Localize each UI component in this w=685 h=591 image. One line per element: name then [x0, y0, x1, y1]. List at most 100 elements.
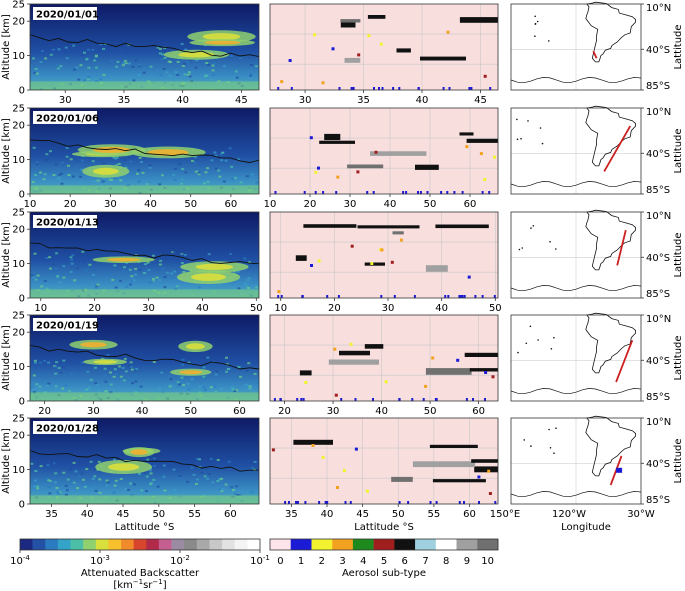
cloud-core	[130, 449, 148, 455]
aerosol-surface-mark	[392, 87, 395, 90]
altitude-tick-label: 20	[12, 328, 25, 339]
map-latitude-axis-label: Lattitude	[673, 128, 684, 173]
backscatter-speckle	[132, 279, 136, 282]
backscatter-speckle	[57, 48, 61, 51]
aerosol-panel: 10 20 30 40 50	[269, 211, 502, 314]
backscatter-speckle	[152, 254, 155, 257]
altitude-tick-label: 25	[12, 208, 25, 219]
island	[520, 137, 522, 140]
backscatter-speckle	[80, 54, 84, 57]
south-america-coastline	[585, 209, 636, 271]
backscatter-speckle	[67, 390, 71, 393]
backscatter-speckle	[198, 385, 202, 388]
antarctica-coastline	[510, 491, 642, 498]
backscatter-speckle	[178, 383, 181, 386]
backscatter-speckle	[149, 472, 153, 475]
latitude-tick-label: 60	[463, 509, 476, 520]
aerosol-surface-mark	[458, 295, 461, 298]
backscatter-speckle	[160, 58, 164, 61]
track-map-panel: 10°N 40°S 85°S Lattitude	[510, 312, 684, 403]
backscatter-speckle	[89, 354, 92, 357]
backscatter-speckle	[80, 361, 84, 364]
map-frame	[510, 417, 642, 505]
backscatter-speckle	[180, 262, 184, 264]
backscatter-speckle	[104, 374, 108, 377]
aerosol-speck	[488, 492, 492, 495]
backscatter-speckle	[166, 271, 169, 274]
backscatter-speckle	[234, 177, 238, 179]
backscatter-speckle	[204, 494, 208, 497]
backscatter-speckle	[47, 479, 51, 482]
aerosol-layer	[391, 476, 413, 482]
aerosol-panel: 35 40 45 50 55 60	[269, 417, 499, 520]
backscatter-speckle	[128, 268, 132, 271]
backscatter-speckle	[125, 262, 129, 265]
island	[516, 138, 519, 141]
aerosol-swatch	[415, 539, 437, 550]
latitude-tick-label: 50	[152, 509, 165, 520]
aerosol-speck	[446, 30, 450, 34]
aerosol-xaxis-label: Lattitude °S	[354, 522, 414, 533]
backscatter-speckle	[210, 159, 214, 162]
unit-part: [km	[113, 580, 132, 591]
backscatter-speckle	[175, 285, 179, 288]
backscatter-speckle	[235, 389, 239, 392]
backscatter-speckle	[85, 58, 89, 61]
south-america-coastline	[585, 312, 636, 374]
backscatter-speckle	[53, 365, 57, 368]
backscatter-speckle	[130, 275, 134, 278]
backscatter-speckle	[148, 164, 152, 167]
backscatter-speckle	[181, 64, 185, 67]
backscatter-speckle	[57, 367, 61, 369]
backscatter-speckle	[73, 68, 76, 71]
backscatter-speckle	[76, 267, 80, 270]
backscatter-speckle	[140, 261, 144, 264]
aerosol-surface-mark	[349, 501, 352, 504]
map-frame	[510, 211, 642, 299]
backscatter-speckle	[57, 176, 61, 179]
aerosol-speck	[390, 260, 394, 264]
aerosol-background	[270, 418, 498, 504]
backscatter-speckle	[105, 479, 109, 482]
backscatter-speckle	[239, 181, 243, 184]
aerosol-surface-mark	[366, 191, 369, 194]
backscatter-speckle	[75, 66, 79, 69]
colorbar-tick-base: 10	[170, 556, 183, 567]
backscatter-speckle	[56, 275, 60, 278]
latitude-tick-label: 20	[328, 303, 341, 314]
backscatter-speckle	[48, 274, 52, 277]
backscatter-speckle	[137, 472, 141, 475]
aerosol-surface-mark	[422, 398, 425, 401]
backscatter-speckle	[30, 274, 34, 277]
latitude-tick-label: 50	[489, 303, 502, 314]
backscatter-speckle	[36, 485, 40, 488]
backscatter-speckle	[83, 51, 86, 54]
backscatter-speckle	[105, 484, 109, 487]
backscatter-speckle	[172, 468, 176, 471]
backscatter-speckle	[183, 73, 187, 76]
backscatter-speckle	[34, 174, 38, 176]
backscatter-speckle	[242, 255, 246, 258]
profile-xaxis-label: Lattitude °S	[115, 522, 175, 533]
backscatter-speckle	[48, 256, 52, 259]
backscatter-speckle	[143, 263, 147, 266]
aerosol-frame	[269, 107, 499, 195]
backscatter-speckle	[55, 487, 59, 489]
aerosol-surface-mark	[470, 87, 473, 90]
backscatter-speckle	[198, 458, 201, 461]
backscatter-speckle	[132, 79, 136, 82]
backscatter-speckle	[197, 171, 201, 174]
aerosol-surface-mark	[280, 295, 283, 298]
backscatter-speckle	[92, 273, 95, 276]
latitude-tick-label: 30	[299, 95, 312, 106]
backscatter-speckle	[180, 43, 184, 45]
unit-exponent: −1	[133, 578, 143, 586]
altitude-tick-label: 25	[12, 311, 25, 322]
aerosol-layer	[344, 57, 361, 63]
backscatter-speckle	[130, 368, 134, 371]
backscatter-speckle	[115, 65, 119, 68]
backscatter-speckle	[200, 471, 204, 474]
aerosol-surface-mark	[405, 191, 408, 194]
backscatter-speckle	[237, 287, 241, 290]
backscatter-speckle	[214, 390, 218, 393]
